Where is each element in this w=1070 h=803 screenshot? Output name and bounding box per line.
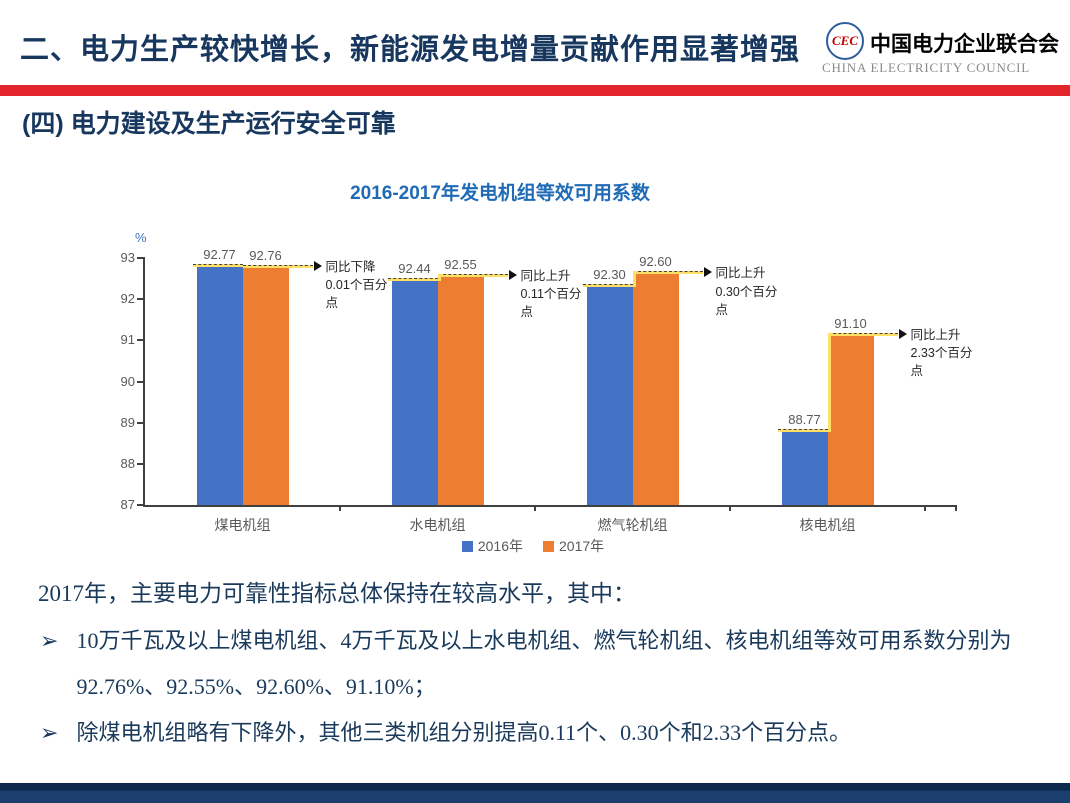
slide-title: 二、电力生产较快增长，新能源发电增量贡献作用显著增强: [20, 34, 801, 66]
body-intro-text: 2017年，主要电力可靠性指标总体保持在较高水平，其中：: [38, 581, 636, 606]
annotation-text: 同比上升0.11个百分点: [520, 268, 582, 319]
annotation-arrow-line: [387, 278, 438, 282]
annotation-arrow-line: [582, 283, 633, 287]
bullet-item: ➢ 除煤电机组略有下降外，其他三类机组分别提高0.11个、0.30个和2.33个…: [40, 710, 1021, 756]
y-axis-tick-label: 92: [120, 291, 135, 307]
bullet-arrow-icon: ➢: [40, 720, 59, 745]
chart-legend: 2016年 2017年: [143, 536, 923, 556]
legend-item: 2017年: [543, 536, 604, 556]
bar-value-label: 92.77: [203, 247, 236, 263]
annotation-arrow-connector: [827, 333, 831, 433]
annotation-arrow-line: [192, 264, 243, 268]
annotation-text: 同比上升0.30个百分点: [715, 266, 778, 317]
bar-value-label: 92.55: [444, 256, 477, 272]
annotation-arrowhead-icon: [703, 267, 712, 278]
x-axis-tick-mark: [729, 505, 731, 511]
annotation-arrowhead-icon: [508, 269, 517, 280]
bullet-arrow-icon: ➢: [40, 628, 59, 653]
y-axis-tick-label: 88: [120, 455, 135, 471]
x-axis-tick-mark: [955, 505, 957, 511]
section-title: (四) 电力建设及生产运行安全可靠: [22, 110, 396, 138]
x-axis-category-label: 燃气轮机组: [597, 517, 668, 533]
x-axis-category-label: 煤电机组: [214, 517, 271, 533]
bullet-text: 除煤电机组略有下降外，其他三类机组分别提高0.11个、0.30个和2.33个百分…: [76, 720, 852, 745]
annotation-arrow-connector: [437, 273, 441, 282]
bar-value-label: 88.77: [788, 412, 821, 428]
annotation-arrow-line: [777, 429, 828, 433]
chart-title: 2016-2017年发电机组等效可用系数: [350, 183, 650, 204]
y-axis-tick-mark: [137, 462, 145, 465]
x-axis-tick-mark: [924, 505, 926, 511]
cec-logo-icon: CEC: [826, 22, 864, 60]
logo-org-name-cn: 中国电力企业联合会: [870, 33, 1059, 56]
bullet-text: 10万千瓦及以上煤电机组、4万千瓦及以上水电机组、燃气轮机组、核电机组等效可用系…: [76, 628, 1012, 699]
bar-value-label: 92.76: [249, 247, 282, 263]
legend-swatch: [543, 540, 554, 552]
legend-label: 2017年: [559, 538, 605, 554]
bar-value-label: 92.60: [639, 254, 672, 270]
annotation-arrow-line: [632, 271, 703, 275]
x-axis-tick-mark: [339, 505, 341, 511]
y-axis-tick-label: 89: [120, 414, 135, 430]
bar-value-label: 92.44: [398, 261, 431, 277]
annotation-arrow-line: [242, 264, 313, 268]
legend-label: 2016年: [477, 538, 523, 554]
bullet-item: ➢ 10万千瓦及以上煤电机组、4万千瓦及以上水电机组、燃气轮机组、核电机组等效可…: [40, 618, 1021, 710]
y-axis-tick-mark: [137, 380, 145, 383]
bar-2016年: [391, 281, 438, 505]
y-axis-tick-mark: [137, 257, 145, 259]
annotation-text: 同比上升2.33个百分点: [910, 328, 973, 379]
bar-value-label: 92.30: [593, 266, 626, 282]
bar-2017年: [827, 336, 874, 505]
bar-2017年: [632, 274, 679, 505]
y-axis-tick-mark: [137, 298, 145, 301]
annotation-text: 同比下降0.01个百分点: [325, 259, 388, 311]
y-axis-unit-label: %: [135, 230, 147, 245]
y-axis-tick-label: 91: [120, 332, 135, 348]
annotation-arrowhead-icon: [313, 260, 322, 271]
bar-2016年: [196, 267, 243, 505]
bar-2017年: [437, 276, 484, 505]
logo-org-name-en: CHINA ELECTRICITY COUNCIL: [822, 60, 1031, 75]
x-axis-tick-mark: [534, 505, 536, 511]
x-axis-category-label: 水电机组: [409, 517, 466, 533]
bar-2016年: [586, 286, 633, 505]
bar-value-label: 91.10: [834, 316, 867, 332]
annotation-arrow-line: [827, 333, 898, 337]
legend-swatch: [461, 540, 473, 552]
annotation-arrowhead-icon: [898, 329, 907, 340]
y-axis-tick-label: 93: [120, 250, 135, 265]
chart-plot-area: % 93 92 91 90 89 88 87 92.77 92.76 同比下降0.01个百分点煤电…: [121, 230, 973, 533]
header-divider-band: [0, 85, 1070, 96]
slide-footer-bar: [0, 783, 1070, 803]
annotation-arrow-line: [437, 273, 508, 277]
annotation-arrow-connector: [632, 271, 636, 287]
bar-2017年: [242, 267, 289, 505]
y-axis-tick-mark: [137, 339, 145, 342]
bar-2016年: [781, 432, 828, 505]
cec-logo: CEC 中国电力企业联合会 CHINA ELECTRICITY COUNCIL: [822, 16, 1060, 82]
y-axis-tick-mark: [137, 421, 145, 424]
bar-chart: 2016-2017年发电机组等效可用系数 % 93 92 91 90 89 88 87 92.…: [0, 170, 1070, 562]
y-axis-tick-label: 90: [120, 373, 135, 389]
y-axis-tick-label: 87: [120, 497, 135, 512]
y-axis-tick-mark: [137, 504, 145, 506]
x-axis-category-label: 核电机组: [799, 517, 856, 533]
legend-item: 2016年: [461, 536, 523, 556]
